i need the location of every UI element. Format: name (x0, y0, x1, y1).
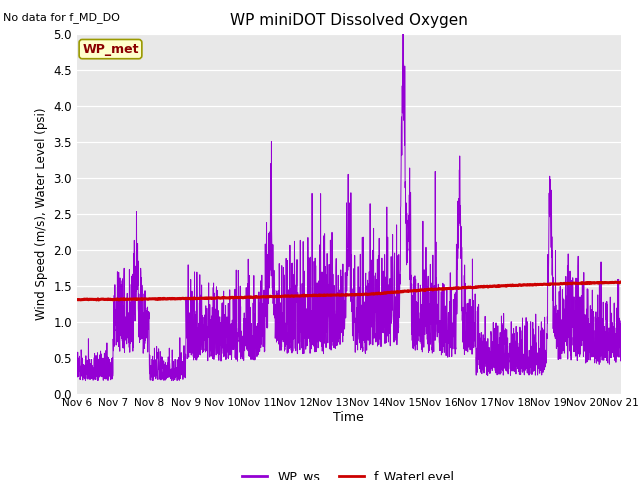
Legend: WP_ws, f_WaterLevel: WP_ws, f_WaterLevel (237, 465, 460, 480)
Y-axis label: Wind Speed (m/s), Water Level (psi): Wind Speed (m/s), Water Level (psi) (35, 108, 48, 320)
Text: WP_met: WP_met (82, 43, 139, 56)
Title: WP miniDOT Dissolved Oxygen: WP miniDOT Dissolved Oxygen (230, 13, 468, 28)
Text: No data for f_MD_DO: No data for f_MD_DO (3, 12, 120, 23)
X-axis label: Time: Time (333, 411, 364, 424)
